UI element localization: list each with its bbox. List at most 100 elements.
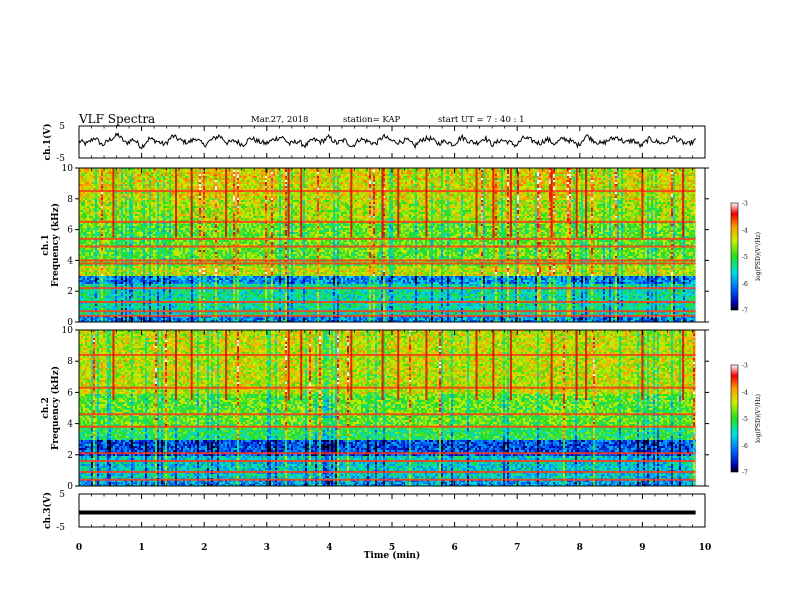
ch1-spectrogram-cell [107,292,109,294]
ch1-spectrogram-cell [89,200,91,202]
ch1-spectrogram-cell [139,218,141,220]
ch1-spectrogram-cell [95,236,97,238]
ch1-spectrogram-cell [87,292,89,294]
ch1-spectrogram-cell [99,178,101,180]
ch1-spectrogram-cell [127,234,129,236]
ch1-spectrogram-cell [83,306,85,308]
ch1-spectrogram-cell [117,298,119,300]
ch1-spectrogram-cell [95,212,97,214]
ch1-spectrogram-cell [99,266,101,268]
ch1-spectrogram-cell [141,208,143,210]
ch1-spectrogram-cell [125,176,127,178]
ch1-spectrogram-cell [83,178,85,180]
ch1-spectrogram-cell [135,274,137,276]
ch1-spectrogram-cell [119,234,121,236]
ch1-spectrogram-cell [123,188,125,190]
ch1-spectrogram-cell [103,252,105,254]
ch1-spectrogram-cell [131,272,133,274]
ch1-spectrogram-cell [111,306,113,308]
ch1-spectrogram-cell [143,282,145,284]
ch1-spectrogram-cell [147,274,149,276]
ch1-spectrogram-cell [119,210,121,212]
ch1-spectrogram-cell [113,308,115,310]
ch1-spectrogram-cell [103,268,105,270]
ch1-spectrogram-cell [125,180,127,182]
ch1-spectrogram-cell [93,180,95,182]
ch1-spectrogram-cell [127,308,129,310]
ch1-spectrogram-cell [129,196,131,198]
ch1-spectrogram-cell [93,304,95,306]
ch1-spectrogram-cell [109,188,111,190]
ch1-spectrogram-cell [137,306,139,308]
ch1-spectrogram-cell [123,170,125,172]
ch1-spectrogram-cell [95,198,97,200]
ch1-spectrogram-cell [145,254,147,256]
ch1-spectrogram-cell [107,202,109,204]
ch1-spectrogram-cell [115,256,117,258]
ch1-spectrogram-cell [137,186,139,188]
ch1-spectrogram-cell [89,196,91,198]
ch1-spectrogram-cell [137,230,139,232]
ch1-spectrogram-cell [81,240,83,242]
ch1-spectrogram-cell [123,178,125,180]
ch1-spectrogram-cell [143,224,145,226]
ch1-spectrogram-cell [137,198,139,200]
ch1-spectrogram-cell [97,276,99,278]
ch1-spectrogram-cell [115,306,117,308]
ch1-spectrogram-cell [119,214,121,216]
ch1-spectrogram-cell [131,210,133,212]
ch1-spectrogram-cell [125,252,127,254]
ch1-spectrogram-cell [89,236,91,238]
ch1-spectrogram-cell [91,254,93,256]
ch1-spectrogram-cell [133,306,135,308]
ch1-spectrogram-cell [117,194,119,196]
ch1-spectrogram-cell [121,292,123,294]
ch1-spectrogram-cell [93,306,95,308]
ch1-spectrogram-cell [115,208,117,210]
ch1-spectrogram-cell [115,240,117,242]
ch1-spectrogram-cell [125,236,127,238]
ch1-spectrogram-cell [105,240,107,242]
ch1-spectrogram-cell [97,192,99,194]
ch1-spectrogram-cell [129,270,131,272]
ch1-spectrogram-cell [149,242,151,244]
ch1-spectrogram-cell [93,210,95,212]
ch1-spectrogram-cell [115,234,117,236]
ch1-spectrogram-cell [103,204,105,206]
ch1-spectrogram-cell [91,216,93,218]
ch1-spectrogram-cell [87,202,89,204]
ch1-spectrogram-cell [119,270,121,272]
ch1-spectrogram-cell [135,186,137,188]
ch1-spectrogram-cell [123,194,125,196]
ch1-spectrogram-cell [117,172,119,174]
ch1-spectrogram-cell [125,230,127,232]
ch1-spectrogram-cell [117,292,119,294]
ch1-spectrogram-cell [109,250,111,252]
ch1-spectrogram-cell [131,236,133,238]
ch1-spectrogram-cell [111,290,113,292]
ch1-spectrogram-cell [99,298,101,300]
ch1-spectrogram-cell [125,290,127,292]
ch1-spectrogram-cell [89,248,91,250]
ch1-spectrogram-cell [81,214,83,216]
ch1-spectrogram-cell [139,180,141,182]
ch1-spectrogram-cell [109,200,111,202]
ch1-spectrogram-cell [97,204,99,206]
ch1-spectrogram-cell [133,198,135,200]
ch1-spectrogram-cell [137,176,139,178]
ch1-spectrogram-cell [117,312,119,314]
ch1-spectrogram-cell [125,294,127,296]
ch1-spectrogram-cell [135,252,137,254]
ch1-spectrogram-cell [85,202,87,204]
ch1-spectrogram-cell [91,236,93,238]
ch1-spectrogram-cell [99,180,101,182]
ch1-spectrogram-cell [125,256,127,258]
ch1-spectrogram-cell [141,212,143,214]
ch1-spectrogram-cell [131,292,133,294]
ch1-spectrogram-cell [109,248,111,250]
ch1-spectrogram-cell [115,196,117,198]
ch1-spectrogram-cell [89,204,91,206]
ch1-spectrogram-cell [95,240,97,242]
ch1-spectrogram-cell [81,296,83,298]
ch1-spectrogram-cell [123,308,125,310]
